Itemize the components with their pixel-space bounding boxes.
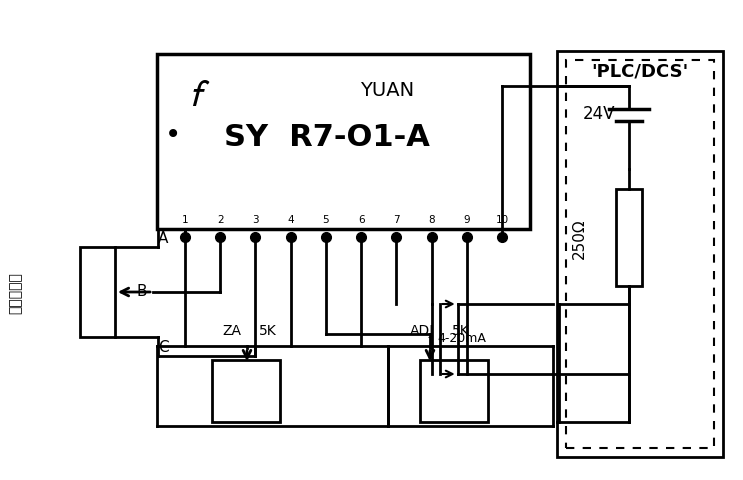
Text: 1: 1 — [182, 215, 188, 225]
Text: 9: 9 — [464, 215, 470, 225]
Text: 10: 10 — [496, 215, 508, 225]
Text: B: B — [137, 283, 148, 298]
Text: 5K: 5K — [452, 324, 470, 337]
Text: ADJ: ADJ — [410, 324, 434, 337]
Bar — [557, 52, 723, 457]
Text: 2: 2 — [217, 215, 224, 225]
Text: •: • — [165, 121, 181, 149]
Text: 位移传感器: 位移传感器 — [8, 272, 22, 313]
Text: ZA: ZA — [222, 324, 241, 337]
Bar — [157, 55, 530, 229]
Bar — [212, 360, 280, 422]
Text: 6: 6 — [358, 215, 364, 225]
Text: 7: 7 — [393, 215, 400, 225]
Text: C: C — [158, 339, 169, 354]
Bar — [420, 360, 488, 422]
Bar — [616, 190, 642, 287]
Text: SY  R7-O1-A: SY R7-O1-A — [224, 122, 430, 151]
Text: $\mathcal{f}$: $\mathcal{f}$ — [188, 76, 210, 113]
Text: 'PLC/DCS': 'PLC/DCS' — [591, 63, 689, 81]
Text: 8: 8 — [428, 215, 435, 225]
Bar — [566, 61, 714, 448]
Text: 24V: 24V — [583, 105, 615, 123]
Text: 4-20mA: 4-20mA — [438, 331, 487, 344]
Text: 250Ω: 250Ω — [571, 218, 586, 258]
Text: 3: 3 — [252, 215, 259, 225]
Text: 5K: 5K — [259, 324, 276, 337]
Text: 5: 5 — [322, 215, 329, 225]
Bar — [80, 248, 115, 337]
Text: YUAN: YUAN — [360, 80, 414, 99]
Text: A: A — [158, 230, 168, 245]
Text: 4: 4 — [288, 215, 294, 225]
